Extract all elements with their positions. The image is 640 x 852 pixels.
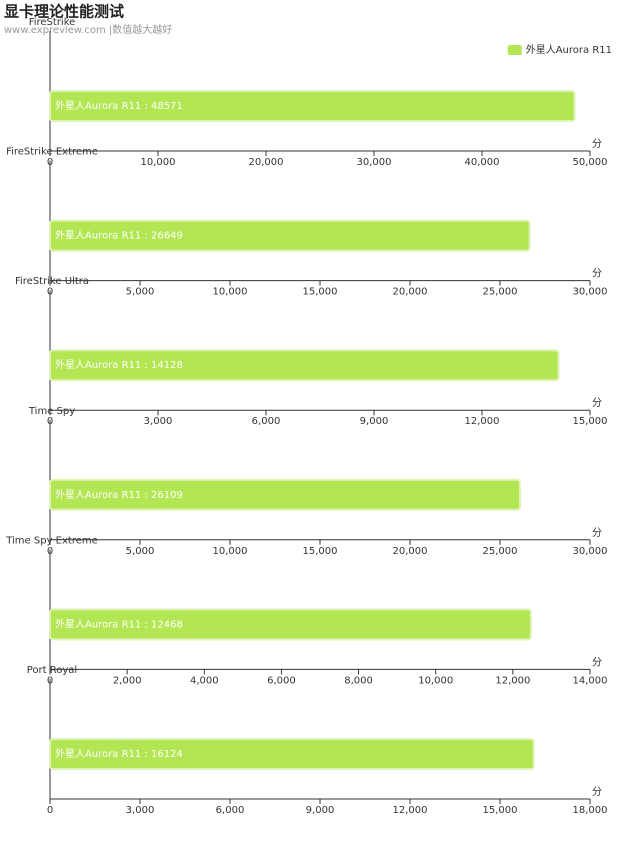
x-tick-label: 10,000 [213,546,248,557]
x-axis-label: 分 [592,268,602,280]
bar [49,478,521,511]
x-tick-label: 50,000 [573,157,608,168]
x-tick-label: 20,000 [393,287,428,298]
value-label: 外星人Aurora R11 : 26649 [55,230,183,242]
x-tick-label: 5,000 [126,287,155,298]
x-tick-label: 15,000 [303,546,338,557]
value-label: 外星人Aurora R11 : 16124 [55,748,183,760]
subchart-title: FireStrike [29,17,76,28]
value-label: 外星人Aurora R11 : 14128 [55,359,183,371]
value-label: 外星人Aurora R11 : 48571 [55,100,183,112]
subchart-title: Time Spy Extreme [5,535,98,546]
x-tick-label: 8,000 [344,675,373,686]
x-axis-label: 分 [592,656,602,668]
x-tick-label: 10,000 [141,157,176,168]
x-tick-label: 3,000 [144,416,173,427]
bar [49,349,560,382]
x-tick-label: 14,000 [573,675,608,686]
x-tick-label: 12,000 [393,805,428,816]
bar [49,90,576,122]
value-label: 外星人Aurora R11 : 26109 [55,489,183,501]
x-tick-label: 30,000 [573,546,608,557]
value-label: 外星人Aurora R11 : 12468 [55,618,183,630]
x-axis-label: 分 [592,138,602,150]
x-tick-label: 9,000 [306,805,335,816]
x-tick-label: 20,000 [249,157,284,168]
x-axis-label: 分 [592,527,602,539]
x-tick-label: 3,000 [126,805,155,816]
legend-swatch [507,45,522,55]
x-tick-label: 25,000 [483,287,518,298]
page-subtitle: www.expreview.com |数值越大越好 [4,23,172,36]
subchart-title: FireStrike Extreme [6,147,98,158]
x-tick-label: 20,000 [393,546,428,557]
bar [49,219,531,252]
x-tick-label: 5,000 [126,546,155,557]
bar [49,738,535,770]
subchart-title: FireStrike Ultra [15,276,89,287]
x-tick-label: 10,000 [213,287,248,298]
legend-label: 外星人Aurora R11 [526,44,612,56]
subchart-title: Port Royal [27,665,77,676]
x-tick-label: 18,000 [573,805,608,816]
x-tick-label: 4,000 [190,675,219,686]
x-tick-label: 40,000 [465,157,500,168]
bar [49,608,532,641]
x-axis-label: 分 [592,786,602,798]
page-title: 显卡理论性能测试 [4,3,124,21]
x-tick-label: 0 [47,805,53,816]
x-tick-label: 2,000 [113,675,142,686]
x-tick-label: 15,000 [573,416,608,427]
x-tick-label: 6,000 [216,805,245,816]
x-tick-label: 9,000 [360,416,389,427]
x-axis-label: 分 [592,397,602,409]
x-tick-label: 12,000 [495,675,530,686]
x-tick-label: 12,000 [465,416,500,427]
x-tick-label: 15,000 [303,287,338,298]
subchart-title: Time Spy [28,406,75,417]
x-tick-label: 10,000 [418,675,453,686]
x-tick-label: 6,000 [267,675,296,686]
x-tick-label: 30,000 [573,287,608,298]
x-tick-label: 30,000 [357,157,392,168]
x-tick-label: 6,000 [252,416,281,427]
x-tick-label: 15,000 [483,805,518,816]
x-tick-label: 25,000 [483,546,518,557]
